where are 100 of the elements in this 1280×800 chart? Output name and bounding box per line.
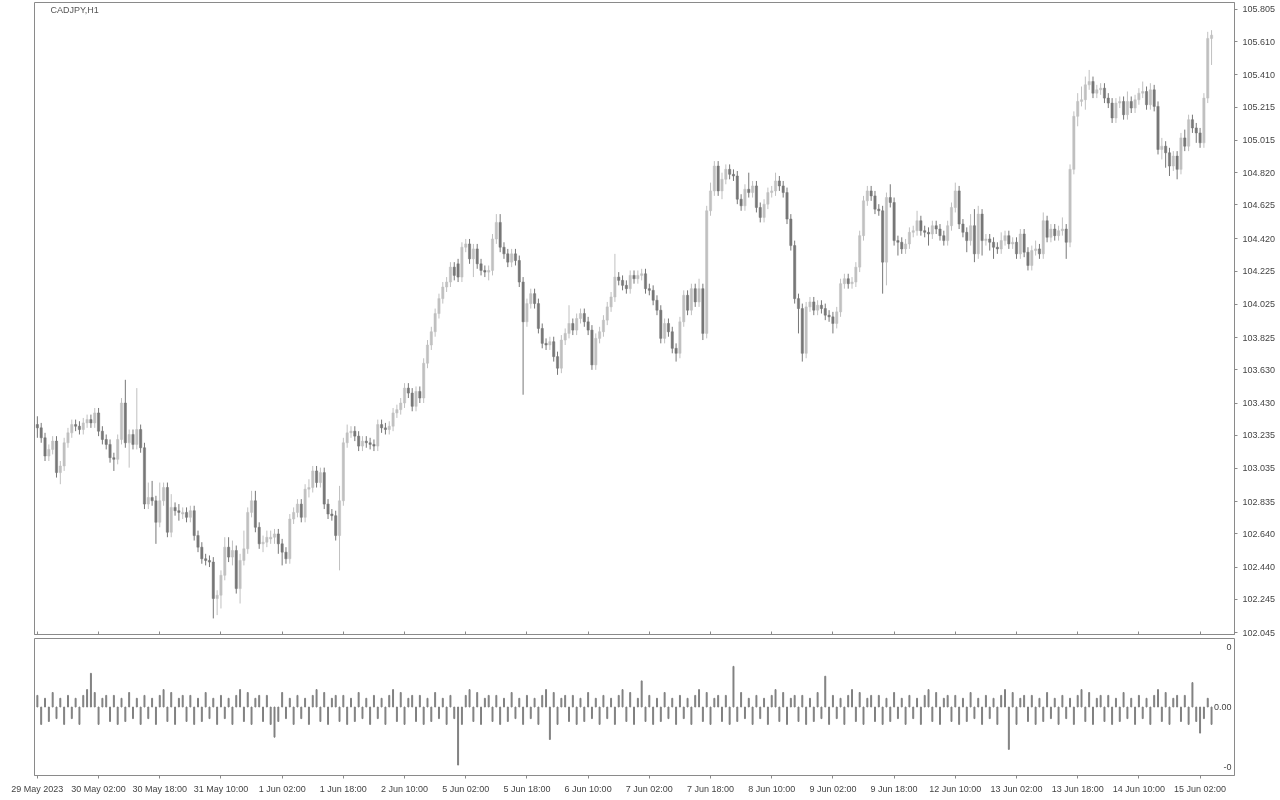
y-tick-label: 104.225 [1242, 266, 1276, 277]
candlestick [299, 498, 303, 523]
text: -0 [1223, 762, 1232, 773]
candlestick [693, 283, 697, 308]
candlestick [1018, 228, 1022, 260]
candlestick [927, 226, 930, 247]
candlestick [315, 465, 318, 489]
y-tick-label: 103.035 [1242, 463, 1276, 474]
candlestick [1168, 147, 1171, 177]
x-tick-label: 5 Jun 18:00 [503, 783, 551, 794]
y-tick-label: 104.025 [1242, 299, 1276, 310]
y-tick-label: 105.215 [1242, 102, 1276, 113]
candlestick [158, 482, 162, 528]
candlestick [334, 510, 338, 542]
candlestick [1060, 216, 1064, 237]
candlestick [391, 407, 395, 432]
y-tick-label: 103.630 [1242, 364, 1276, 375]
x-tick-label: 14 Jun 10:00 [1112, 783, 1165, 794]
y-tick-label: 104.820 [1242, 167, 1276, 178]
candlestick [97, 407, 100, 437]
candlestick [265, 530, 269, 548]
candlestick [999, 231, 1003, 255]
candlestick [1171, 150, 1175, 172]
candlestick [697, 278, 701, 308]
candlestick [131, 429, 135, 450]
x-tick-label: 9 Jun 18:00 [870, 783, 918, 794]
candlestick [908, 226, 911, 250]
x-tick-label: 1 Jun 18:00 [319, 783, 367, 794]
candlestick [410, 387, 414, 412]
candlestick [173, 501, 177, 517]
candlestick [468, 238, 471, 265]
y-tick-label: 104.625 [1242, 199, 1276, 210]
candlestick [1145, 86, 1148, 111]
candlestick [743, 183, 747, 212]
candlestick [403, 382, 406, 409]
candlestick [227, 536, 230, 563]
candlestick [93, 407, 97, 429]
candlestick [414, 385, 418, 412]
candlestick [1064, 223, 1068, 260]
candlestick [1083, 76, 1087, 111]
candlestick [930, 220, 934, 240]
y-tick-label: 105.410 [1242, 69, 1276, 80]
x-tick-label: 29 May 2023 [11, 783, 64, 794]
candlestick [1175, 150, 1179, 180]
candlestick [296, 498, 299, 518]
candlestick [1030, 245, 1034, 271]
candlestick [177, 503, 181, 522]
x-tick-label: 30 May 02:00 [71, 783, 126, 794]
x-tick-label: 13 Jun 02:00 [990, 783, 1043, 794]
candlestick [1183, 129, 1187, 152]
candlestick [1045, 215, 1049, 243]
candlestick [471, 243, 475, 278]
y-tick-label: 105.805 [1242, 4, 1276, 15]
candlestick [1164, 140, 1168, 169]
candlestick [575, 313, 579, 336]
candlestick [1091, 76, 1095, 99]
candlestick [452, 261, 456, 281]
candlestick [1198, 127, 1202, 149]
x-tick-label: 6 Jun 10:00 [564, 783, 612, 794]
candlestick [992, 236, 995, 260]
x-tick-label: 7 Jun 18:00 [687, 783, 735, 794]
x-tick-label: 15 Jun 02:00 [1174, 783, 1227, 794]
candlestick [311, 465, 315, 493]
candlestick [1114, 97, 1118, 124]
x-tick-label: 9 Jun 02:00 [809, 783, 857, 794]
candlestick [1015, 236, 1018, 260]
candlestick [919, 215, 923, 237]
x-tick-label: 12 Jun 10:00 [929, 783, 982, 794]
candlestick [1110, 97, 1114, 124]
candlestick [690, 283, 693, 316]
y-tick-label: 102.245 [1242, 594, 1276, 605]
y-tick-label: 102.440 [1242, 562, 1276, 573]
candlestick [548, 336, 552, 351]
candlestick [135, 387, 139, 450]
y-tick-label: 104.420 [1242, 233, 1276, 244]
candlestick [1148, 82, 1152, 111]
candlestick [915, 210, 919, 237]
candlestick [231, 540, 234, 566]
candlestick [812, 296, 816, 316]
candlestick [146, 482, 150, 510]
candlestick [969, 213, 972, 247]
candlestick [319, 467, 322, 489]
x-tick-label: 2 Jun 10:00 [381, 783, 429, 794]
candlestick [456, 258, 460, 283]
chart-title: CADJPY,H1 [50, 4, 99, 15]
candlestick [1126, 90, 1129, 121]
x-tick-label: 5 Jun 02:00 [442, 783, 490, 794]
candlestick [873, 190, 877, 215]
candlestick [376, 419, 380, 452]
candlestick [35, 415, 39, 439]
y-tick-label: 102.045 [1242, 627, 1276, 638]
candlestick [261, 535, 265, 553]
candlestick [632, 269, 636, 285]
x-tick-label: 30 May 18:00 [132, 783, 188, 794]
candlestick [1160, 137, 1164, 160]
candlestick [1122, 95, 1125, 121]
candlestick [372, 438, 376, 452]
y-tick-label: 102.640 [1242, 528, 1276, 539]
candlestick [1007, 230, 1011, 250]
candlestick [747, 172, 751, 199]
